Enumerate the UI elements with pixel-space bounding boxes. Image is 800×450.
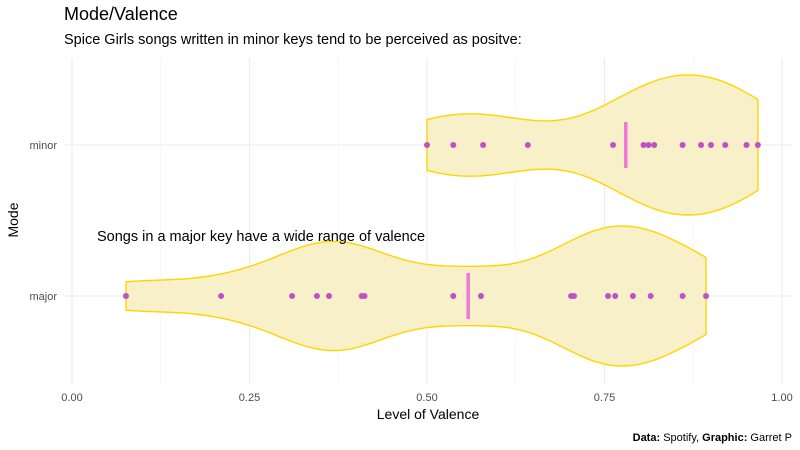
point-minor-8 bbox=[679, 142, 686, 148]
point-major-1 bbox=[218, 293, 225, 299]
point-major-4 bbox=[326, 293, 333, 299]
point-minor-13 bbox=[754, 142, 761, 148]
point-major-15 bbox=[679, 293, 686, 299]
point-minor-6 bbox=[645, 142, 652, 148]
x-axis-title: Level of Valence bbox=[377, 406, 480, 422]
x-tick-label-0: 0.00 bbox=[61, 392, 82, 404]
x-tick-label-4: 1.00 bbox=[771, 392, 792, 404]
point-minor-4 bbox=[610, 142, 617, 148]
point-minor-5 bbox=[640, 142, 647, 148]
annotation-major: Songs in a major key have a wide range o… bbox=[97, 229, 425, 245]
chart-subtitle: Spice Girls songs written in minor keys … bbox=[64, 32, 522, 48]
point-minor-1 bbox=[450, 142, 457, 148]
point-major-14 bbox=[647, 293, 654, 299]
violin-minor bbox=[426, 74, 759, 216]
violin-major bbox=[125, 225, 707, 367]
caption-graphic-label: Graphic: bbox=[699, 432, 747, 444]
point-major-16 bbox=[703, 293, 710, 299]
y-tick-label-major: major bbox=[29, 291, 57, 303]
point-major-3 bbox=[313, 293, 320, 299]
point-minor-7 bbox=[651, 142, 658, 148]
point-major-10 bbox=[570, 293, 577, 299]
point-major-8 bbox=[477, 293, 484, 299]
point-major-0 bbox=[122, 293, 129, 299]
y-axis-title: Mode bbox=[5, 202, 21, 237]
x-tick-label-3: 0.75 bbox=[594, 392, 615, 404]
point-minor-9 bbox=[698, 142, 705, 148]
point-major-2 bbox=[289, 293, 296, 299]
chart-title: Mode/Valence bbox=[64, 4, 178, 24]
point-major-13 bbox=[629, 293, 636, 299]
point-minor-2 bbox=[480, 142, 487, 148]
x-tick-label-2: 0.50 bbox=[416, 392, 437, 404]
point-minor-12 bbox=[743, 142, 750, 148]
violins bbox=[125, 74, 759, 367]
point-minor-10 bbox=[708, 142, 714, 148]
caption-graphic-value: Garret P bbox=[747, 432, 792, 444]
caption-data-label: Data: bbox=[633, 432, 661, 444]
point-minor-11 bbox=[722, 142, 729, 148]
caption-data-value: Spotify, bbox=[660, 432, 699, 444]
point-major-12 bbox=[612, 293, 619, 299]
point-minor-0 bbox=[424, 142, 430, 148]
point-major-7 bbox=[450, 293, 457, 299]
x-tick-label-1: 0.25 bbox=[239, 392, 260, 404]
axis-ticks: 0.00 0.25 0.50 0.75 1.00 minor major bbox=[29, 140, 792, 404]
chart-caption: Data: Spotify, Graphic: Garret P bbox=[633, 432, 792, 444]
point-minor-3 bbox=[524, 142, 531, 148]
data-points bbox=[122, 142, 761, 299]
point-major-11 bbox=[605, 293, 612, 299]
y-tick-label-minor: minor bbox=[29, 140, 57, 152]
point-major-6 bbox=[361, 293, 368, 299]
